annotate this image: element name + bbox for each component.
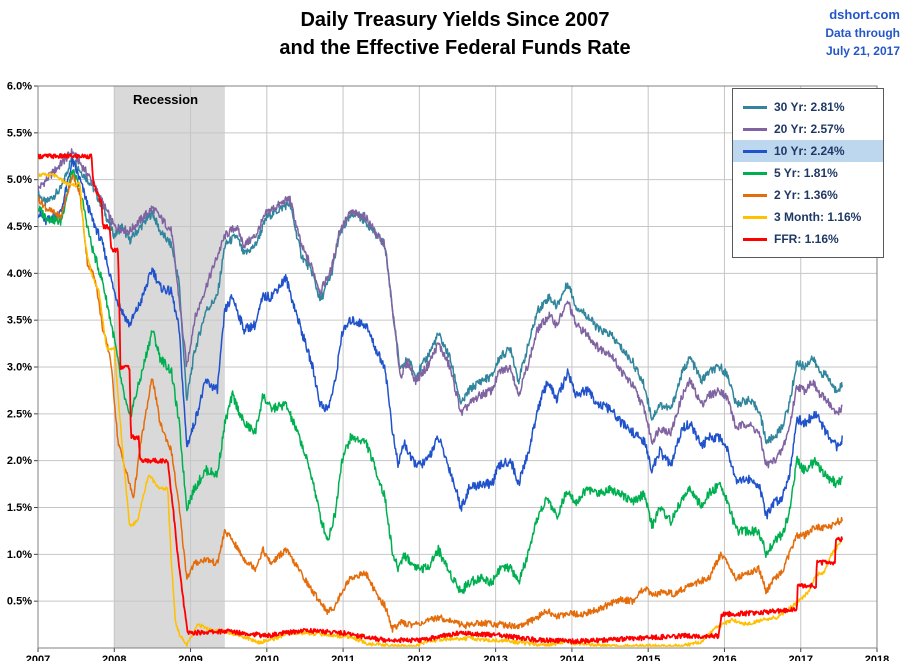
series-line-3-month xyxy=(38,172,843,647)
series-line-10-yr xyxy=(38,157,843,520)
x-axis-label: 2016 xyxy=(712,654,736,661)
x-axis-label: 2014 xyxy=(560,654,585,661)
y-axis-label: 5.0% xyxy=(7,174,32,186)
y-axis-label: 5.5% xyxy=(7,127,32,139)
legend-line-swatch xyxy=(743,127,767,131)
legend-item: 30 Yr: 2.81% xyxy=(733,96,883,118)
y-axis-label: 4.0% xyxy=(7,268,32,280)
legend-item-label: 20 Yr: 2.57% xyxy=(774,122,845,136)
y-axis-label: 2.0% xyxy=(7,455,32,467)
x-axis-label: 2011 xyxy=(331,654,355,661)
source-date: July 21, 2017 xyxy=(825,44,900,58)
x-axis-label: 2010 xyxy=(255,654,279,661)
y-axis-label: 0.5% xyxy=(7,596,32,608)
series-line-20-yr xyxy=(38,148,843,469)
x-axis-label: 2018 xyxy=(865,654,889,661)
chart-title-line1: Daily Treasury Yields Since 2007 xyxy=(300,9,610,31)
plot-border xyxy=(37,85,878,649)
series-line-2-yr xyxy=(38,174,843,633)
legend-line-swatch xyxy=(743,105,767,109)
legend-item-label: FFR: 1.16% xyxy=(774,232,839,246)
series-line-ffr xyxy=(38,153,844,645)
y-axis-label: 1.0% xyxy=(7,549,32,561)
x-axis-label: 2008 xyxy=(102,654,126,661)
legend-line-swatch xyxy=(743,171,767,175)
source-site: dshort.com xyxy=(829,7,900,22)
legend-line-swatch xyxy=(743,215,767,219)
legend-item: 20 Yr: 2.57% xyxy=(733,118,883,140)
legend-item-label: 2 Yr: 1.36% xyxy=(774,188,838,202)
y-axis-label: 2.5% xyxy=(7,408,32,420)
legend-item: 2 Yr: 1.36% xyxy=(733,184,883,206)
legend-item: 3 Month: 1.16% xyxy=(733,206,883,228)
x-axis-label: 2009 xyxy=(178,654,202,661)
y-axis-label: 3.0% xyxy=(7,362,32,374)
x-axis-label: 2015 xyxy=(636,654,660,661)
legend-item: FFR: 1.16% xyxy=(733,228,883,250)
legend-line-swatch xyxy=(743,149,767,153)
series-line-5-yr xyxy=(38,169,843,594)
y-axis-label: 4.5% xyxy=(7,221,32,233)
x-axis-label: 2007 xyxy=(26,654,50,661)
source-attribution: dshort.com Data through July 21, 2017 xyxy=(825,6,900,60)
legend-line-swatch xyxy=(743,237,767,241)
recession-label: Recession xyxy=(133,92,199,107)
y-axis-label: 6.0% xyxy=(7,81,32,93)
chart-title: Daily Treasury Yields Since 2007 and the… xyxy=(0,6,910,62)
y-axis-label: 1.5% xyxy=(7,502,32,514)
chart-title-line2: and the Effective Federal Funds Rate xyxy=(279,37,631,59)
legend-item-label: 30 Yr: 2.81% xyxy=(774,100,845,114)
legend-item-label: 5 Yr: 1.81% xyxy=(774,166,838,180)
source-data-through: Data through xyxy=(825,26,900,40)
series-line-30-yr xyxy=(38,154,843,445)
x-axis-label: 2012 xyxy=(407,654,431,661)
x-axis-label: 2017 xyxy=(788,654,812,661)
y-axis-label: 3.5% xyxy=(7,315,32,327)
x-axis-label: 2013 xyxy=(483,654,507,661)
legend-item: 10 Yr: 2.24% xyxy=(733,140,883,162)
legend-item-label: 3 Month: 1.16% xyxy=(774,210,862,224)
legend: 30 Yr: 2.81% 20 Yr: 2.57% 10 Yr: 2.24% 5 Yr… xyxy=(732,88,884,258)
legend-item: 5 Yr: 1.81% xyxy=(733,162,883,184)
legend-line-swatch xyxy=(743,193,767,197)
legend-item-label: 10 Yr: 2.24% xyxy=(774,144,845,158)
